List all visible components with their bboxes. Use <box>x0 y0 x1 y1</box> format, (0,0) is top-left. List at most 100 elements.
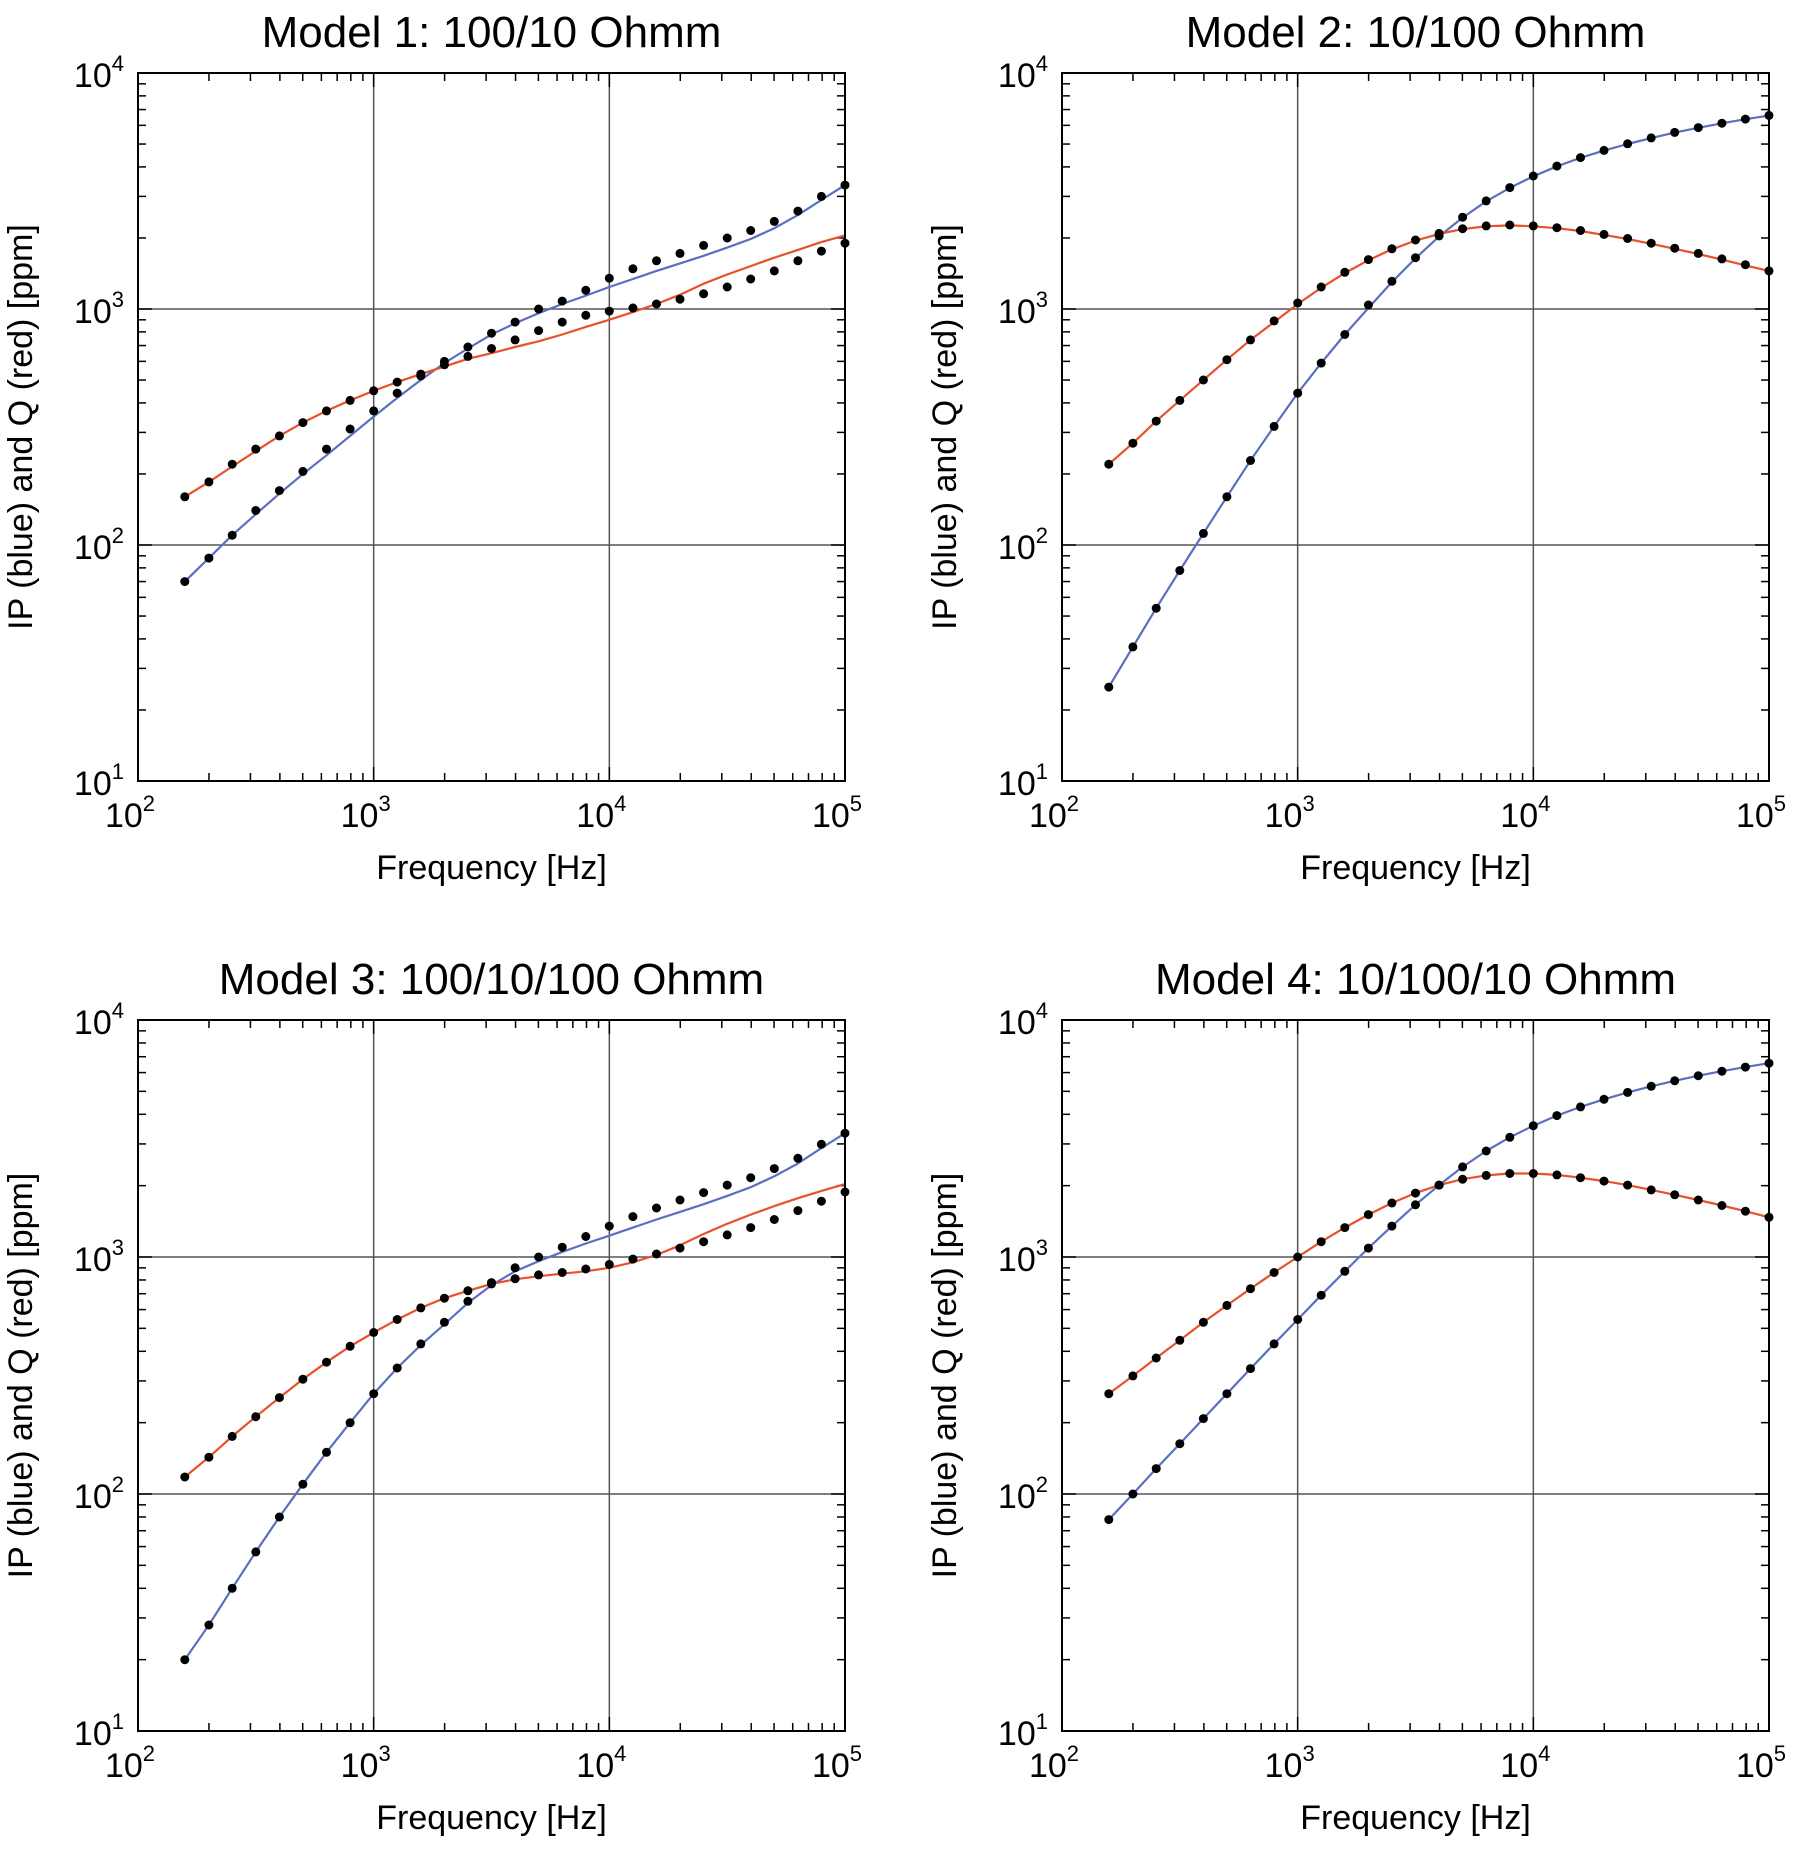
data-point <box>534 304 544 314</box>
data-point <box>1740 1206 1750 1216</box>
data-point <box>298 418 308 428</box>
data-point <box>510 317 520 327</box>
data-point <box>1198 1414 1208 1424</box>
data-point <box>1151 416 1161 426</box>
data-point <box>392 1363 402 1373</box>
data-point <box>675 294 685 304</box>
data-point <box>345 1341 355 1351</box>
x-tick-label: 105 <box>1736 1741 1786 1785</box>
data-point <box>1104 459 1114 469</box>
x-axis-label: Frequency [Hz] <box>376 849 607 887</box>
data-point <box>1363 1243 1373 1253</box>
data-point <box>1198 528 1208 538</box>
data-point <box>1198 375 1208 385</box>
data-point <box>345 424 355 434</box>
x-tick-label: 104 <box>576 1741 626 1785</box>
data-point <box>1505 1169 1515 1178</box>
data-point <box>463 351 473 361</box>
data-point <box>746 226 756 235</box>
data-point <box>652 1203 661 1213</box>
x-tick-label: 102 <box>105 791 155 835</box>
data-point <box>1269 1339 1279 1349</box>
data-point <box>793 206 803 216</box>
data-point <box>675 248 685 258</box>
data-point <box>1293 1315 1303 1324</box>
data-point <box>604 306 614 316</box>
data-point <box>1599 229 1609 239</box>
data-point <box>1717 1201 1727 1210</box>
data-point <box>298 466 308 476</box>
data-point <box>1505 1132 1515 1142</box>
data-point <box>369 1328 379 1337</box>
series-line-2 <box>184 1183 846 1478</box>
data-point <box>510 335 520 345</box>
data-point <box>1599 1094 1609 1104</box>
data-point <box>1670 1190 1680 1200</box>
y-tick-label: 102 <box>998 1472 1048 1516</box>
data-point <box>793 1206 803 1216</box>
chart-title: Model 4: 10/100/10 Ohmm <box>1155 955 1676 1004</box>
data-point <box>1411 1200 1420 1210</box>
data-point <box>439 1317 449 1327</box>
data-point <box>1576 1102 1585 1112</box>
y-tick-label: 102 <box>74 523 124 567</box>
data-point <box>581 310 591 320</box>
data-point <box>652 256 661 266</box>
data-point <box>1269 316 1279 326</box>
x-tick-label: 103 <box>1265 1741 1315 1785</box>
x-tick-label: 105 <box>812 1741 862 1785</box>
data-point <box>180 1655 190 1665</box>
data-point <box>1458 212 1468 222</box>
data-point <box>1576 1173 1585 1183</box>
data-point <box>274 431 284 441</box>
data-point <box>1528 221 1538 231</box>
data-point <box>1552 161 1562 171</box>
data-point <box>1387 244 1397 254</box>
data-point <box>1505 183 1515 193</box>
y-tick-label: 101 <box>74 1709 124 1753</box>
chart-title: Model 3: 100/10/100 Ohmm <box>219 955 764 1004</box>
data-point <box>557 317 567 327</box>
data-point <box>463 1286 473 1296</box>
data-point <box>699 1188 709 1198</box>
data-point <box>487 1279 496 1289</box>
data-point <box>439 1293 449 1303</box>
data-point <box>793 256 803 266</box>
data-point <box>816 1139 826 1149</box>
data-point <box>1693 1195 1703 1205</box>
data-point <box>1411 253 1420 263</box>
data-point <box>369 1389 379 1399</box>
data-point <box>180 577 190 587</box>
data-point <box>416 369 426 379</box>
y-tick-label: 102 <box>998 523 1048 567</box>
data-point <box>345 395 355 405</box>
y-tick-label: 101 <box>998 1709 1048 1753</box>
data-point <box>746 1173 756 1183</box>
y-tick-label: 103 <box>74 1235 124 1279</box>
data-point <box>1528 1169 1538 1178</box>
data-point <box>227 459 237 469</box>
data-point <box>1552 1170 1562 1180</box>
data-point <box>1363 300 1373 310</box>
x-tick-label: 105 <box>812 791 862 835</box>
data-point <box>392 1315 402 1324</box>
data-point <box>204 1452 214 1462</box>
x-tick-label: 104 <box>576 791 626 835</box>
data-point <box>1481 1146 1491 1156</box>
x-tick-label: 105 <box>1736 791 1786 835</box>
y-axis-label: IP (blue) and Q (red) [ppm] <box>926 224 964 630</box>
chart-title: Model 2: 10/100 Ohmm <box>1186 8 1646 57</box>
data-point <box>722 1180 732 1190</box>
data-point <box>1623 1180 1633 1190</box>
data-point <box>1128 438 1138 448</box>
data-point <box>251 1412 261 1422</box>
y-tick-label: 103 <box>74 287 124 331</box>
data-point <box>1646 133 1656 143</box>
data-point <box>1387 276 1397 286</box>
data-point <box>1316 1237 1326 1247</box>
y-tick-label: 104 <box>998 998 1048 1042</box>
data-point <box>652 299 661 309</box>
data-point <box>204 477 214 487</box>
data-point <box>1646 1185 1656 1195</box>
